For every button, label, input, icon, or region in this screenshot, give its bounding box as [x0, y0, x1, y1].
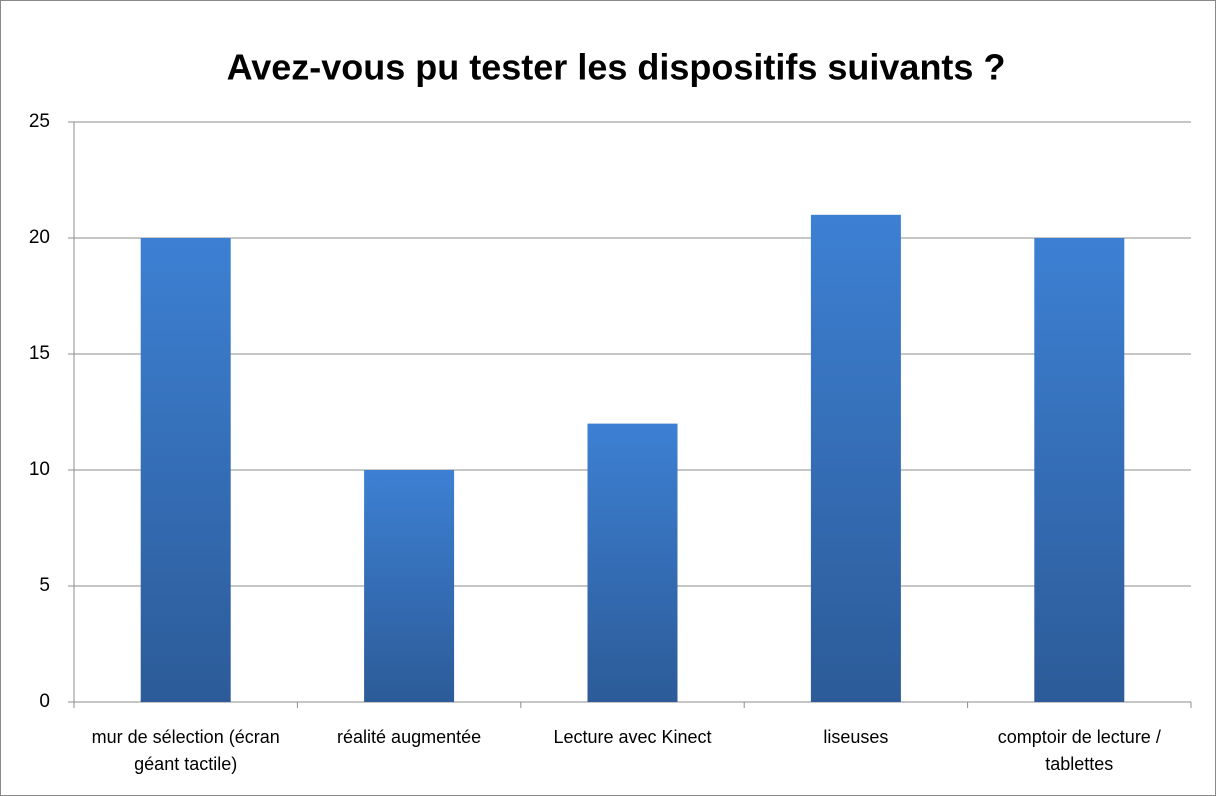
- chart-title: Avez-vous pu tester les dispositifs suiv…: [227, 47, 1006, 88]
- y-tick-label: 10: [29, 459, 50, 480]
- x-tick-label: liseuses: [823, 727, 889, 747]
- bar: [810, 214, 901, 703]
- bar: [364, 470, 455, 702]
- bar: [140, 238, 231, 702]
- x-tick-label: mur de sélection (écran géant tactile): [91, 727, 280, 774]
- y-tick-label: 25: [29, 111, 50, 132]
- x-tick-label: Lecture avec Kinect: [553, 727, 712, 747]
- y-tick-label: 0: [39, 691, 50, 712]
- y-tick-label: 15: [29, 343, 50, 364]
- x-tick-label: réalité augmentée: [337, 727, 482, 747]
- bar: [587, 423, 678, 702]
- bar: [1034, 238, 1125, 702]
- y-tick-label: 20: [29, 227, 50, 248]
- y-tick-label: 5: [39, 575, 50, 596]
- x-tick-label: comptoir de lecture / tablettes: [997, 727, 1161, 774]
